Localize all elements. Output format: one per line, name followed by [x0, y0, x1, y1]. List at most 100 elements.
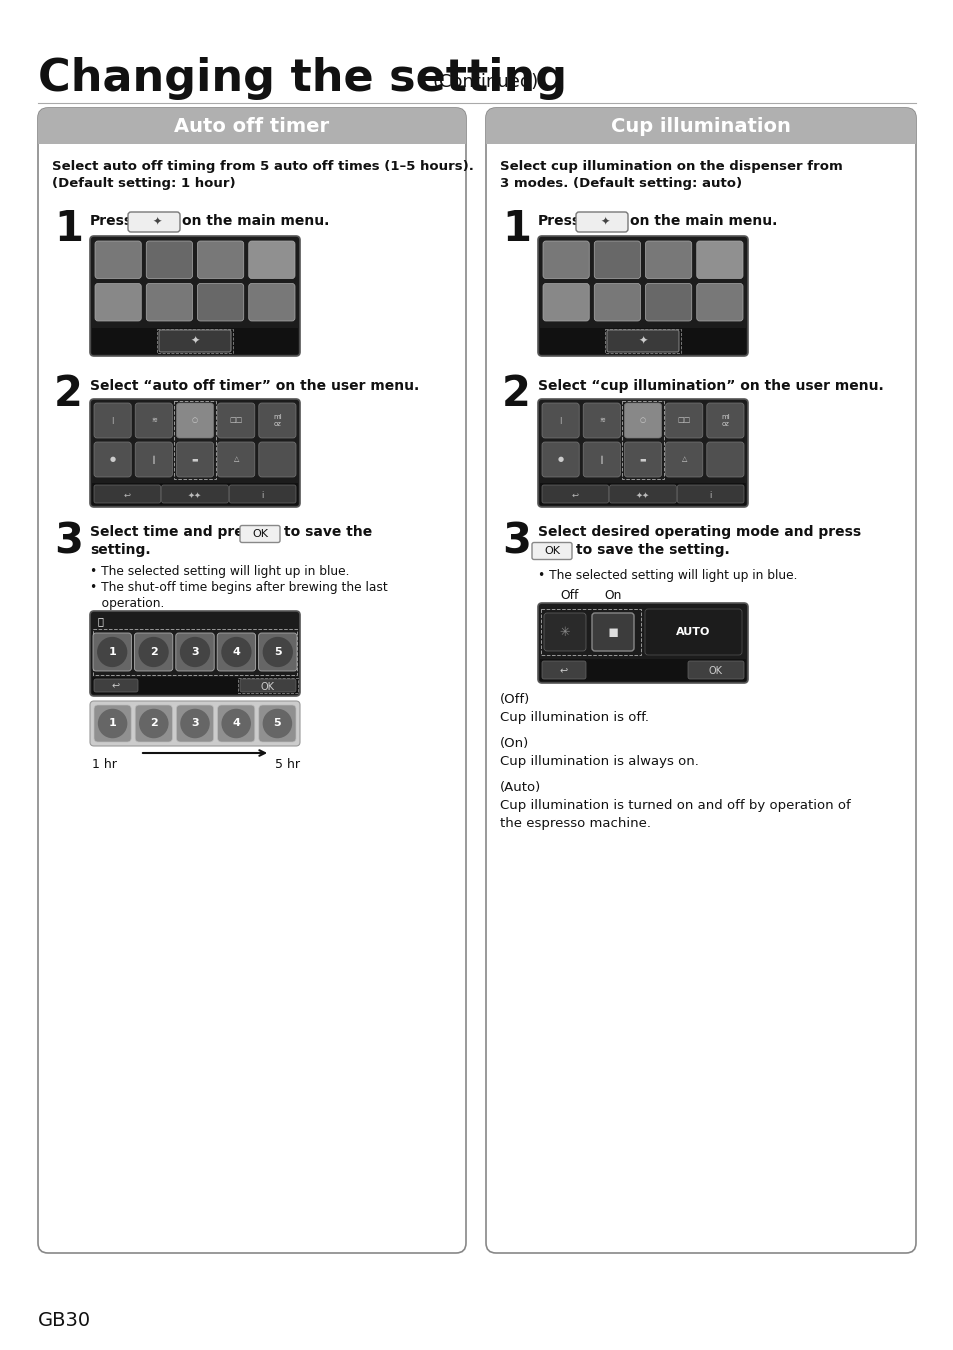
Text: 1 hr: 1 hr — [91, 757, 117, 771]
FancyBboxPatch shape — [645, 242, 691, 278]
Text: • The selected setting will light up in blue.: • The selected setting will light up in … — [90, 566, 349, 578]
Text: ▬: ▬ — [192, 456, 198, 463]
Circle shape — [222, 637, 251, 667]
Text: 5: 5 — [274, 718, 281, 729]
Circle shape — [222, 710, 250, 737]
Text: Select “auto off timer” on the user menu.: Select “auto off timer” on the user menu… — [90, 379, 418, 393]
FancyBboxPatch shape — [485, 108, 915, 1253]
Text: 🕐: 🕐 — [98, 616, 104, 626]
Text: Press: Press — [537, 215, 580, 228]
FancyBboxPatch shape — [706, 441, 743, 477]
Text: Press: Press — [90, 215, 133, 228]
FancyBboxPatch shape — [687, 662, 743, 679]
Bar — [621, 401, 663, 479]
FancyBboxPatch shape — [135, 705, 172, 743]
Circle shape — [139, 710, 168, 737]
Text: △: △ — [680, 456, 686, 463]
Text: Cup illumination is turned on and off by operation of: Cup illumination is turned on and off by… — [499, 799, 850, 811]
FancyBboxPatch shape — [95, 284, 141, 321]
Circle shape — [263, 637, 292, 667]
Text: ●: ● — [557, 456, 563, 463]
FancyBboxPatch shape — [249, 284, 294, 321]
Text: Select auto off timing from 5 auto off times (1–5 hours).: Select auto off timing from 5 auto off t… — [52, 161, 474, 173]
Text: Select time and press: Select time and press — [90, 525, 260, 539]
Bar — [91, 483, 297, 505]
Text: setting.: setting. — [90, 543, 151, 558]
FancyBboxPatch shape — [146, 242, 193, 278]
Text: ≋: ≋ — [598, 417, 604, 424]
Text: on the main menu.: on the main menu. — [629, 215, 777, 228]
Text: GB30: GB30 — [38, 1311, 91, 1330]
FancyBboxPatch shape — [197, 284, 244, 321]
Text: 1: 1 — [109, 647, 116, 657]
Text: to save the setting.: to save the setting. — [576, 543, 729, 558]
Circle shape — [263, 710, 292, 737]
Text: ✦✦: ✦✦ — [188, 490, 202, 500]
FancyBboxPatch shape — [582, 404, 619, 437]
Text: ✦: ✦ — [190, 336, 199, 346]
Text: □□: □□ — [230, 417, 243, 424]
Text: AUTO: AUTO — [676, 626, 710, 637]
FancyBboxPatch shape — [542, 284, 589, 321]
Text: ●: ● — [110, 456, 115, 463]
Circle shape — [97, 637, 127, 667]
FancyBboxPatch shape — [94, 404, 132, 437]
Bar — [157, 329, 233, 352]
Circle shape — [180, 637, 210, 667]
FancyBboxPatch shape — [92, 633, 132, 671]
Text: ▪: ▪ — [607, 622, 618, 641]
Text: i: i — [709, 490, 711, 500]
FancyBboxPatch shape — [175, 633, 214, 671]
FancyBboxPatch shape — [576, 212, 627, 232]
Text: 3: 3 — [191, 647, 198, 657]
Text: ○: ○ — [192, 417, 198, 424]
FancyBboxPatch shape — [229, 485, 295, 504]
FancyBboxPatch shape — [217, 441, 254, 477]
FancyBboxPatch shape — [485, 108, 915, 144]
Text: ✦: ✦ — [593, 217, 610, 227]
FancyBboxPatch shape — [609, 485, 676, 504]
Text: • The shut-off time begins after brewing the last: • The shut-off time begins after brewing… — [90, 580, 387, 594]
Text: ○: ○ — [639, 417, 645, 424]
Text: Cup illumination is off.: Cup illumination is off. — [499, 711, 648, 724]
Circle shape — [181, 710, 209, 737]
FancyBboxPatch shape — [217, 404, 254, 437]
FancyBboxPatch shape — [258, 404, 295, 437]
FancyBboxPatch shape — [541, 441, 578, 477]
Text: OK: OK — [261, 682, 274, 691]
Text: (Auto): (Auto) — [499, 782, 540, 794]
Text: Cup illumination is always on.: Cup illumination is always on. — [499, 755, 699, 768]
FancyBboxPatch shape — [542, 242, 589, 278]
FancyBboxPatch shape — [90, 612, 299, 697]
FancyBboxPatch shape — [537, 603, 747, 683]
Bar — [91, 676, 297, 694]
FancyBboxPatch shape — [677, 485, 743, 504]
Circle shape — [139, 637, 168, 667]
Text: 3 modes. (Default setting: auto): 3 modes. (Default setting: auto) — [499, 177, 741, 190]
Text: 2: 2 — [54, 373, 83, 414]
Text: (On): (On) — [499, 737, 529, 751]
FancyBboxPatch shape — [624, 404, 661, 437]
Text: ✳: ✳ — [559, 625, 570, 639]
Text: the espresso machine.: the espresso machine. — [499, 817, 650, 830]
FancyBboxPatch shape — [582, 441, 619, 477]
FancyBboxPatch shape — [176, 404, 213, 437]
FancyBboxPatch shape — [624, 441, 661, 477]
Text: ✦: ✦ — [638, 336, 647, 346]
FancyBboxPatch shape — [696, 242, 742, 278]
Text: Select “cup illumination” on the user menu.: Select “cup illumination” on the user me… — [537, 379, 882, 393]
Text: OK: OK — [252, 529, 268, 539]
FancyBboxPatch shape — [94, 705, 132, 743]
FancyBboxPatch shape — [541, 404, 578, 437]
FancyBboxPatch shape — [258, 633, 296, 671]
FancyBboxPatch shape — [537, 236, 747, 356]
FancyBboxPatch shape — [38, 108, 465, 144]
Text: ║: ║ — [152, 455, 155, 463]
Text: 4: 4 — [233, 647, 240, 657]
Text: 5 hr: 5 hr — [274, 757, 299, 771]
FancyBboxPatch shape — [696, 284, 742, 321]
Text: ml
oz: ml oz — [273, 414, 281, 427]
FancyBboxPatch shape — [240, 679, 295, 693]
Text: 4: 4 — [232, 718, 240, 729]
Text: 3: 3 — [191, 718, 198, 729]
